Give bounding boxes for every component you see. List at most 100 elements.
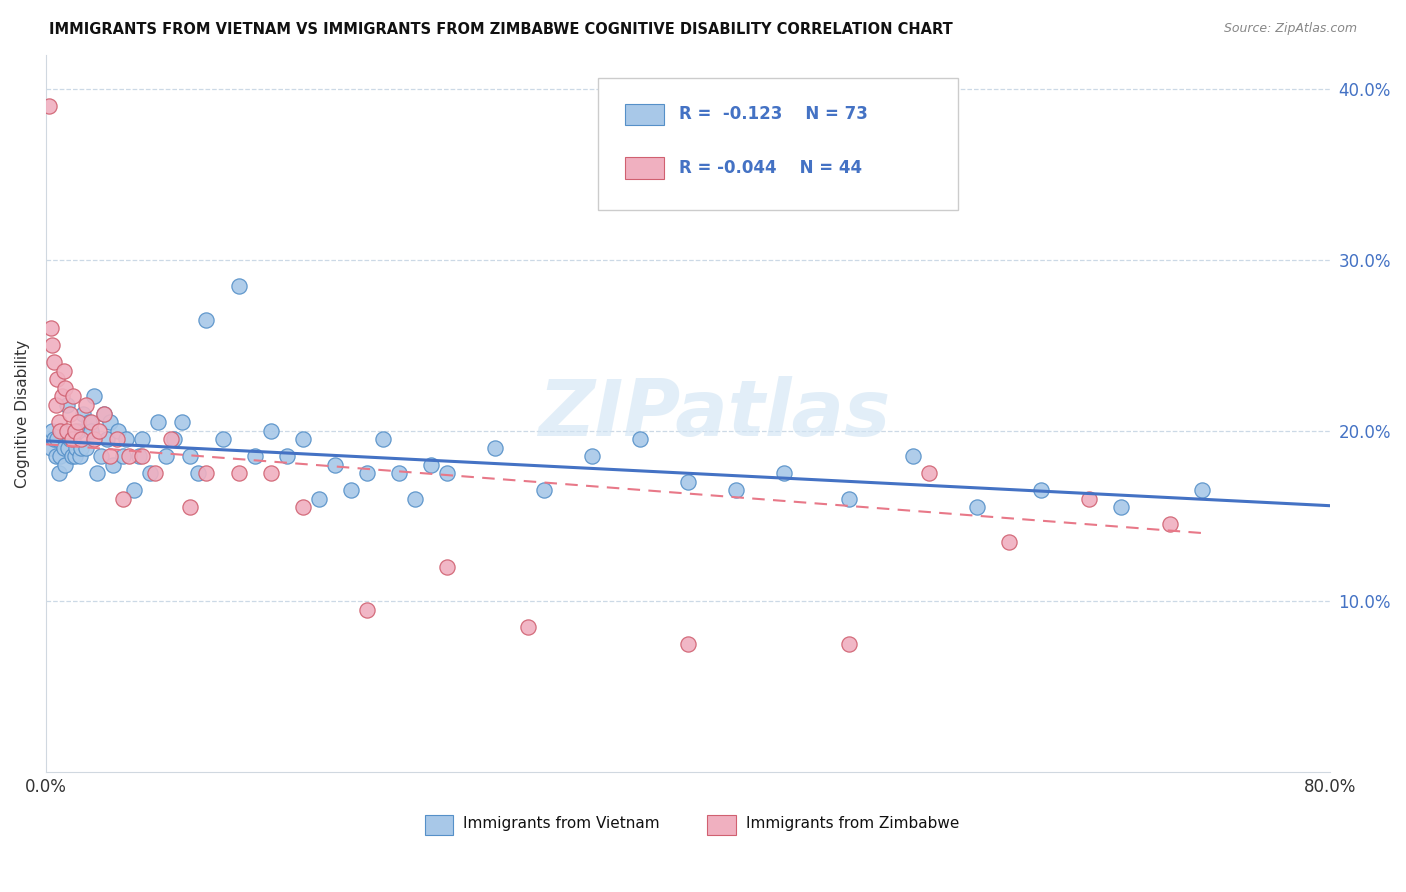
Point <box>155 449 177 463</box>
Bar <box>626 157 664 178</box>
Point <box>75 398 97 412</box>
Point <box>103 458 125 472</box>
Point <box>59 407 82 421</box>
Point <box>243 449 266 463</box>
Point <box>323 458 346 472</box>
Point <box>67 415 90 429</box>
Point <box>51 424 73 438</box>
Point <box>80 424 103 438</box>
Point <box>533 483 555 498</box>
Point <box>62 389 84 403</box>
Point <box>115 432 138 446</box>
Point <box>308 491 330 506</box>
Point <box>172 415 194 429</box>
Text: Immigrants from Vietnam: Immigrants from Vietnam <box>464 816 659 831</box>
Point <box>39 321 62 335</box>
Bar <box>626 103 664 125</box>
Point <box>187 467 209 481</box>
Point <box>83 432 105 446</box>
Bar <box>707 815 735 835</box>
Point <box>56 424 79 438</box>
Point <box>998 534 1021 549</box>
Point <box>340 483 363 498</box>
Point <box>436 467 458 481</box>
Point <box>62 432 84 446</box>
Point <box>131 449 153 463</box>
Point <box>918 467 941 481</box>
FancyBboxPatch shape <box>598 78 957 210</box>
Point <box>98 449 121 463</box>
Point <box>51 389 73 403</box>
Point <box>70 432 93 446</box>
Text: R = -0.044    N = 44: R = -0.044 N = 44 <box>679 159 862 177</box>
Point <box>56 398 79 412</box>
Point <box>143 467 166 481</box>
Point <box>83 389 105 403</box>
Point <box>45 449 67 463</box>
Point <box>260 424 283 438</box>
Point <box>41 424 63 438</box>
Point <box>131 432 153 446</box>
Point <box>436 560 458 574</box>
Point <box>1191 483 1213 498</box>
Point <box>139 467 162 481</box>
Point <box>48 415 70 429</box>
Point <box>122 483 145 498</box>
Point <box>1078 491 1101 506</box>
Point <box>45 398 67 412</box>
Point <box>581 449 603 463</box>
Point <box>42 432 65 446</box>
Point <box>484 441 506 455</box>
Point <box>105 432 128 446</box>
Point <box>39 441 62 455</box>
Point <box>371 432 394 446</box>
Point <box>148 415 170 429</box>
Point <box>87 424 110 438</box>
Point <box>773 467 796 481</box>
Point <box>404 491 426 506</box>
Point <box>516 620 538 634</box>
Point <box>111 449 134 463</box>
Point <box>52 364 75 378</box>
Text: ZIPatlas: ZIPatlas <box>537 376 890 451</box>
Point <box>46 372 69 386</box>
Text: Source: ZipAtlas.com: Source: ZipAtlas.com <box>1223 22 1357 36</box>
Point <box>291 432 314 446</box>
Point <box>38 99 60 113</box>
Point <box>676 637 699 651</box>
Point <box>1159 517 1181 532</box>
Point <box>163 432 186 446</box>
Point <box>228 278 250 293</box>
Point <box>1111 500 1133 515</box>
Point <box>79 415 101 429</box>
Point <box>41 338 63 352</box>
Point <box>69 449 91 463</box>
Point <box>195 312 218 326</box>
Point <box>53 381 76 395</box>
Point <box>58 441 80 455</box>
Point <box>48 467 70 481</box>
Point <box>96 432 118 446</box>
Point <box>676 475 699 489</box>
Point <box>838 637 860 651</box>
Point <box>111 491 134 506</box>
Point <box>60 432 83 446</box>
Point <box>65 441 87 455</box>
Point <box>211 432 233 446</box>
Point <box>63 424 86 438</box>
Point <box>179 449 201 463</box>
Point <box>53 458 76 472</box>
Point <box>46 432 69 446</box>
Point <box>725 483 748 498</box>
Point <box>1031 483 1053 498</box>
Point <box>49 449 72 463</box>
Point <box>628 432 651 446</box>
Point <box>128 449 150 463</box>
Point <box>93 407 115 421</box>
Text: Immigrants from Zimbabwe: Immigrants from Zimbabwe <box>745 816 959 831</box>
Text: R =  -0.123    N = 73: R = -0.123 N = 73 <box>679 105 868 123</box>
Point <box>80 415 103 429</box>
Point <box>388 467 411 481</box>
Point <box>42 355 65 369</box>
Point <box>260 467 283 481</box>
